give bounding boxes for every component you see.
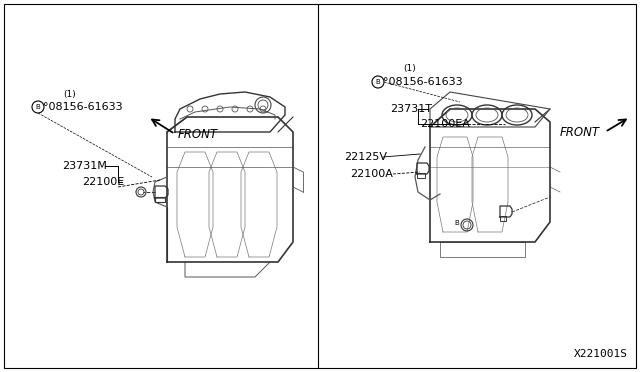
Text: FRONT: FRONT bbox=[560, 125, 600, 138]
Text: X221001S: X221001S bbox=[574, 349, 628, 359]
Text: 22100E: 22100E bbox=[82, 177, 124, 187]
Text: 22100EA: 22100EA bbox=[420, 119, 470, 129]
Text: (1): (1) bbox=[63, 90, 76, 99]
Text: °08156-61633: °08156-61633 bbox=[43, 102, 123, 112]
Text: °08156-61633: °08156-61633 bbox=[383, 77, 463, 87]
Bar bbox=[500, 216, 506, 221]
Text: B: B bbox=[454, 220, 460, 226]
Bar bbox=[417, 173, 425, 178]
Bar bbox=[155, 197, 165, 202]
Text: 23731T: 23731T bbox=[390, 104, 432, 114]
Text: B: B bbox=[36, 104, 40, 110]
Text: B: B bbox=[376, 79, 380, 85]
Text: FRONT: FRONT bbox=[178, 128, 218, 141]
Text: 22100A: 22100A bbox=[350, 169, 393, 179]
Text: 22125V: 22125V bbox=[344, 152, 387, 162]
Text: (1): (1) bbox=[403, 64, 416, 74]
Text: 23731M: 23731M bbox=[62, 161, 107, 171]
